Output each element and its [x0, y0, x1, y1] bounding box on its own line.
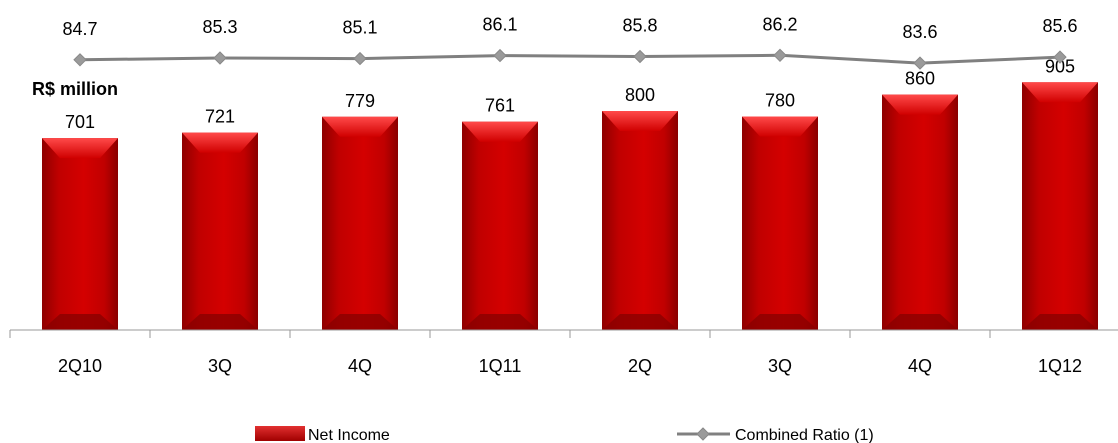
bar-value-label: 701 [65, 112, 95, 132]
x-axis-label: 2Q10 [58, 356, 102, 376]
legend-item-net-income: Net Income [255, 426, 390, 443]
combined-ratio-marker [493, 48, 507, 63]
bar-top-bevel [322, 116, 398, 137]
combined-ratio-marker [913, 56, 927, 70]
bar-value-label: 779 [345, 91, 375, 111]
bar-value-label: 761 [485, 96, 515, 116]
x-axis-label: 4Q [908, 356, 932, 376]
bar-3 [462, 121, 538, 331]
bar-value-label: 800 [625, 85, 655, 105]
bar-top-bevel [42, 138, 118, 159]
bar-body [742, 116, 818, 330]
net-income-value-labels: 701 721 779 761 800 780 860 905 [65, 56, 1075, 132]
combined-ratio-value-labels: 84.7 85.3 85.1 86.1 85.8 86.2 83.6 85.6 [62, 14, 1077, 42]
net-income-bars [42, 82, 1098, 331]
combined-ratio-marker [213, 51, 227, 65]
bar-top-bevel [882, 94, 958, 115]
bar-1 [182, 132, 258, 330]
bar-bottom-bevel [742, 314, 818, 330]
x-axis-label: 1Q11 [479, 356, 522, 376]
bar-bottom-bevel [1022, 314, 1098, 330]
bar-0 [42, 138, 118, 330]
bar-bottom-bevel [42, 314, 118, 330]
bar-body [602, 111, 678, 330]
x-axis-labels: 2Q10 3Q 4Q 1Q11 2Q 3Q 4Q 1Q12 [58, 356, 1082, 376]
bar-body [882, 94, 958, 330]
combined-ratio-value-label: 84.7 [62, 19, 97, 39]
combined-ratio-marker [633, 49, 647, 64]
bar-value-label: 721 [205, 107, 235, 127]
bar-top-bevel [742, 116, 818, 137]
legend-marker-combined-ratio [696, 427, 710, 441]
x-axis-label: 2Q [628, 356, 652, 376]
unit-label: R$ million [32, 79, 118, 99]
x-axis-label: 4Q [348, 356, 372, 376]
bar-body [462, 121, 538, 331]
bar-body [182, 132, 258, 330]
combined-ratio-markers [73, 48, 1067, 70]
bar-body [322, 116, 398, 331]
legend-label-combined-ratio: Combined Ratio (1) [735, 427, 874, 443]
combined-ratio-value-label: 85.6 [1042, 16, 1077, 36]
bar-bottom-bevel [602, 314, 678, 330]
bar-top-bevel [462, 121, 538, 142]
legend-label-net-income: Net Income [308, 427, 390, 443]
bar-7 [1022, 82, 1098, 330]
combined-ratio-line [79, 53, 1061, 65]
combined-ratio-value-label: 83.6 [902, 22, 937, 42]
bar-bottom-bevel [462, 314, 538, 330]
combined-ratio-marker [1053, 50, 1067, 64]
bar-body [42, 138, 118, 330]
bar-value-label: 905 [1045, 56, 1075, 76]
x-axis-label: 3Q [208, 356, 232, 376]
legend-item-combined-ratio: Combined Ratio (1) [677, 427, 874, 443]
bar-value-label: 780 [765, 91, 795, 111]
combined-ratio-value-label: 86.1 [482, 15, 517, 35]
combined-ratio-value-label: 85.8 [622, 16, 657, 36]
bar-6 [882, 94, 958, 330]
x-axis-ticks [9, 330, 991, 338]
x-axis-label: 3Q [768, 356, 792, 376]
bar-value-label: 860 [905, 69, 935, 89]
combined-ratio-value-label: 85.3 [202, 17, 237, 37]
bar-bottom-bevel [322, 314, 398, 330]
bar-top-bevel [1022, 82, 1098, 103]
combined-ratio-value-label: 86.2 [762, 14, 797, 34]
bar-4 [602, 111, 678, 330]
combined-ratio-marker [353, 51, 367, 66]
bar-top-bevel [602, 111, 678, 132]
x-axis-label: 1Q12 [1038, 356, 1082, 376]
bar-2 [322, 116, 398, 331]
bar-top-bevel [182, 132, 258, 153]
bar-bottom-bevel [882, 314, 958, 330]
legend: Net Income Combined Ratio (1) [255, 426, 874, 443]
legend-swatch-net-income [255, 426, 305, 441]
bar-body [1022, 82, 1098, 330]
combined-ratio-marker [773, 48, 787, 63]
bar-5 [742, 116, 818, 330]
combined-ratio-marker [73, 53, 87, 67]
combined-ratio-value-label: 85.1 [342, 18, 377, 38]
bar-bottom-bevel [182, 314, 258, 330]
